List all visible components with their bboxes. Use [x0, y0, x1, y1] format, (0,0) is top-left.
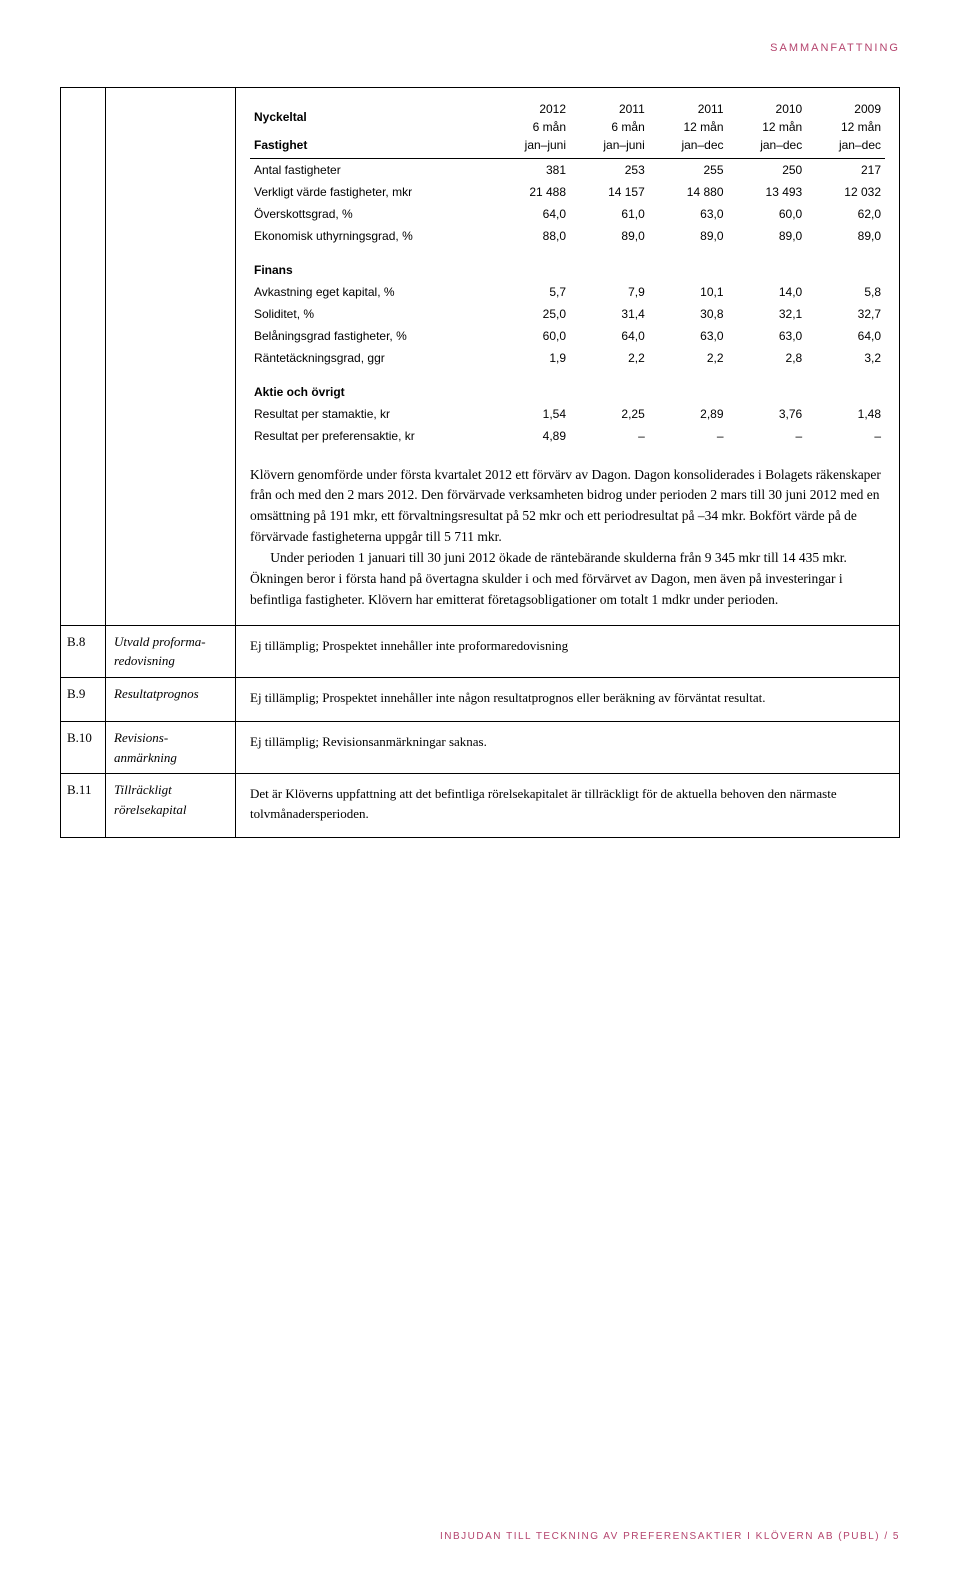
row-b9: B.9 Resultatprognos Ej tillämplig; Prosp…	[61, 677, 900, 722]
section-header: SAMMANFATTNING	[60, 40, 900, 57]
section-finans: Finans	[250, 247, 885, 281]
row-b8: B.8 Utvald proforma-redovisning Ej tillä…	[61, 625, 900, 677]
row-nyckeltal: Nyckeltal Fastighet 20126 månjan–juni 20…	[61, 87, 900, 625]
table-row: Avkastning eget kapital, %5,77,910,114,0…	[250, 281, 885, 303]
page-footer: INBJUDAN TILL TECKNING AV PREFERENSAKTIE…	[440, 1529, 900, 1544]
nyckeltal-header: Nyckeltal Fastighet 20126 månjan–juni 20…	[250, 98, 885, 159]
table-row: Verkligt värde fastigheter, mkr21 48814 …	[250, 181, 885, 203]
table-row: Överskottsgrad, %64,061,063,060,062,0	[250, 203, 885, 225]
row-text: Det är Klöverns uppfattning att det befi…	[236, 774, 900, 838]
table-row: Resultat per preferensaktie, kr4,89––––	[250, 425, 885, 447]
row-id: B.8	[61, 625, 106, 677]
row-b11: B.11 Tillräckligt rörelsekapital Det är …	[61, 774, 900, 838]
row-id-empty	[61, 87, 106, 625]
table-row: Räntetäckningsgrad, ggr1,92,22,22,83,2	[250, 347, 885, 369]
row-text: Ej tillämplig; Revisionsanmärkningar sak…	[236, 722, 900, 774]
row-title: Resultatprognos	[106, 677, 236, 722]
row-title: Revisions-anmärkning	[106, 722, 236, 774]
nyckeltal-title: Nyckeltal Fastighet	[250, 98, 491, 159]
section-aktie: Aktie och övrigt	[250, 369, 885, 403]
paragraph-2: Under perioden 1 januari till 30 juni 20…	[250, 548, 885, 611]
row-title: Tillräckligt rörelsekapital	[106, 774, 236, 838]
paragraph-1: Klövern genomförde under första kvartale…	[250, 465, 885, 549]
row-text: Ej tillämplig; Prospektet innehåller int…	[236, 677, 900, 722]
row-text: Ej tillämplig; Prospektet innehåller int…	[236, 625, 900, 677]
table-row: Resultat per stamaktie, kr1,542,252,893,…	[250, 403, 885, 425]
nyckeltal-cell: Nyckeltal Fastighet 20126 månjan–juni 20…	[236, 87, 900, 625]
summary-table: Nyckeltal Fastighet 20126 månjan–juni 20…	[60, 87, 900, 839]
body-text: Klövern genomförde under första kvartale…	[250, 465, 885, 611]
nyckeltal-table: Nyckeltal Fastighet 20126 månjan–juni 20…	[250, 98, 885, 447]
table-row: Soliditet, %25,031,430,832,132,7	[250, 303, 885, 325]
row-id: B.11	[61, 774, 106, 838]
table-row: Antal fastigheter381253255250217	[250, 158, 885, 181]
row-id: B.10	[61, 722, 106, 774]
page: SAMMANFATTNING Nyckeltal Fastighet 20126…	[0, 0, 960, 1572]
row-b10: B.10 Revisions-anmärkning Ej tillämplig;…	[61, 722, 900, 774]
table-row: Belåningsgrad fastigheter, %60,064,063,0…	[250, 325, 885, 347]
row-title-empty	[106, 87, 236, 625]
table-row: Ekonomisk uthyrningsgrad, %88,089,089,08…	[250, 225, 885, 247]
row-id: B.9	[61, 677, 106, 722]
row-title: Utvald proforma-redovisning	[106, 625, 236, 677]
